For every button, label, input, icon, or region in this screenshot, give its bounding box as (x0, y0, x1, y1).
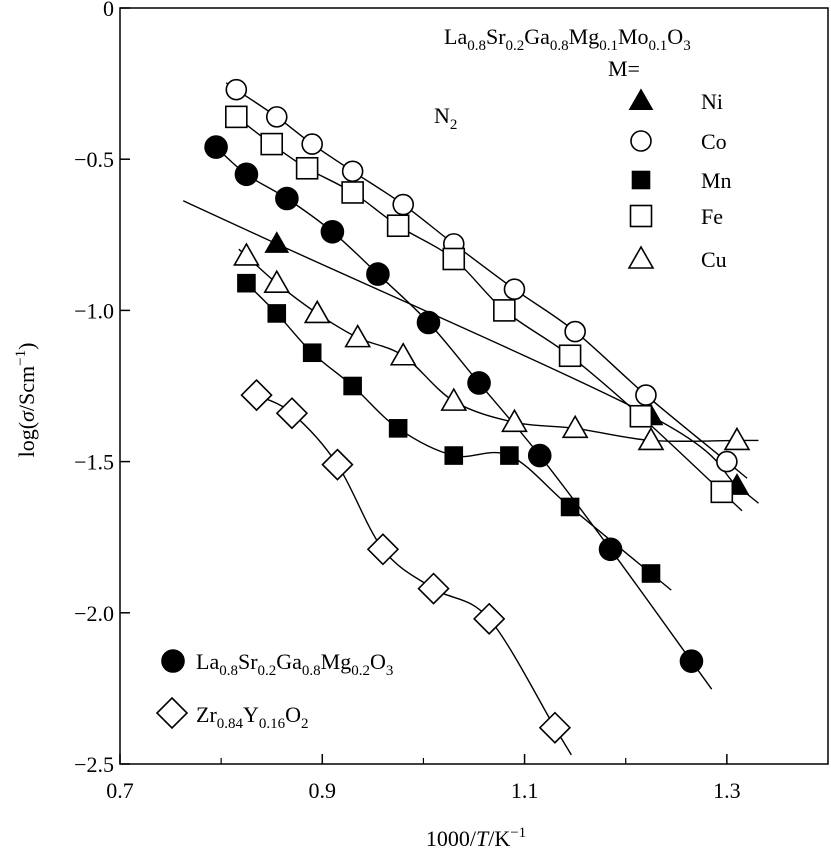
group-legend-label: M= (608, 56, 640, 81)
y-tick-label: 0 (103, 0, 114, 21)
fit-curve (247, 389, 572, 756)
x-tick-label: 1.3 (713, 778, 741, 803)
series-points (240, 378, 572, 744)
y-tick-label: −0.5 (74, 147, 114, 172)
data-point (260, 132, 284, 156)
legend-label: Mn (701, 168, 732, 193)
y-tick-label: −1.0 (74, 298, 114, 323)
data-point (234, 162, 259, 187)
x-tick-label: 0.9 (309, 778, 337, 803)
data-point (635, 384, 657, 406)
group-legend-formula: La0.8Sr0.2Ga0.8Mg0.1Mo0.1O3 (444, 24, 691, 54)
data-point (341, 181, 364, 204)
data-point (473, 602, 506, 635)
legend-label-lsgm: La0.8Sr0.2Ga0.8Mg0.2O3 (196, 649, 393, 679)
fit-curves (182, 82, 759, 756)
data-point (467, 371, 491, 395)
data-point (386, 214, 410, 238)
legend-label: Co (701, 129, 727, 154)
data-point (558, 344, 582, 368)
data-point (629, 404, 653, 428)
y-tick-label: −2.5 (74, 752, 114, 777)
data-point (493, 299, 516, 322)
data-point (598, 537, 623, 562)
legend-marker (628, 88, 654, 111)
data-point (641, 564, 661, 583)
legend-marker (631, 170, 651, 190)
atmosphere-label: N2 (434, 103, 457, 133)
data-point (444, 446, 464, 465)
data-point (302, 343, 322, 363)
series-points (204, 135, 704, 673)
data-point (417, 572, 450, 605)
data-point (388, 419, 408, 438)
data-point (344, 324, 372, 348)
data-point (237, 273, 256, 293)
plot-frame (119, 7, 829, 765)
data-point (538, 711, 572, 744)
data-point (416, 310, 441, 335)
x-axis-title: 1000/T/K−1 (426, 825, 526, 851)
data-point (389, 342, 417, 366)
data-point (275, 186, 299, 211)
data-point (263, 269, 291, 293)
data-point (320, 219, 345, 244)
data-point (503, 278, 526, 301)
data-point (343, 376, 362, 396)
legend-marker (161, 649, 185, 673)
series-points (237, 273, 661, 583)
data-point (301, 133, 323, 155)
data-point (265, 106, 288, 128)
data-point (321, 448, 354, 481)
legend-marker (629, 204, 653, 228)
data-point (366, 262, 390, 286)
data-point (442, 247, 466, 271)
data-point (392, 193, 415, 216)
legend-label-ysz: Zr0.84Y0.16O2 (196, 702, 309, 732)
y-tick-label: −1.5 (74, 450, 114, 475)
legend-marker (630, 130, 652, 152)
data-point (341, 160, 364, 183)
legend-label: Cu (701, 247, 727, 272)
legend-label: Ni (701, 89, 723, 114)
series-points (225, 105, 734, 504)
data-point (501, 408, 528, 433)
y-tick-label: −2.0 (74, 601, 114, 626)
data-point (560, 497, 580, 517)
data-point (637, 426, 665, 451)
data-point (295, 156, 319, 180)
y-axis-title: log(σ/Scm−1) (13, 343, 39, 458)
legend-label: Fe (701, 204, 723, 229)
data-point (500, 446, 519, 465)
data-point (225, 105, 248, 129)
legend-marker (627, 245, 655, 269)
data-point (225, 78, 248, 101)
data-point (204, 135, 228, 159)
x-tick-label: 1.1 (511, 778, 539, 803)
x-tick-label: 0.7 (106, 778, 134, 803)
data-points (204, 78, 751, 744)
data-point (267, 304, 287, 323)
data-point (366, 533, 400, 566)
data-point (264, 231, 290, 253)
data-point (679, 649, 704, 673)
data-point (275, 397, 309, 430)
series-points (233, 242, 751, 451)
legend: Ni Co Mn Fe Cu (155, 88, 732, 730)
data-point (440, 387, 468, 411)
legend-marker (155, 696, 189, 730)
data-point (527, 443, 552, 468)
data-point (710, 480, 734, 504)
axis-ticks: 0.7 0.9 1.1 1.3 0 −0.5 −1.0 −1.5 −2.0 −2.5 (74, 0, 741, 803)
data-point (240, 378, 273, 412)
data-point (723, 426, 751, 451)
data-point (303, 299, 331, 324)
data-point (564, 320, 586, 343)
data-point (561, 414, 589, 439)
data-point (233, 242, 260, 266)
data-point (716, 450, 738, 473)
